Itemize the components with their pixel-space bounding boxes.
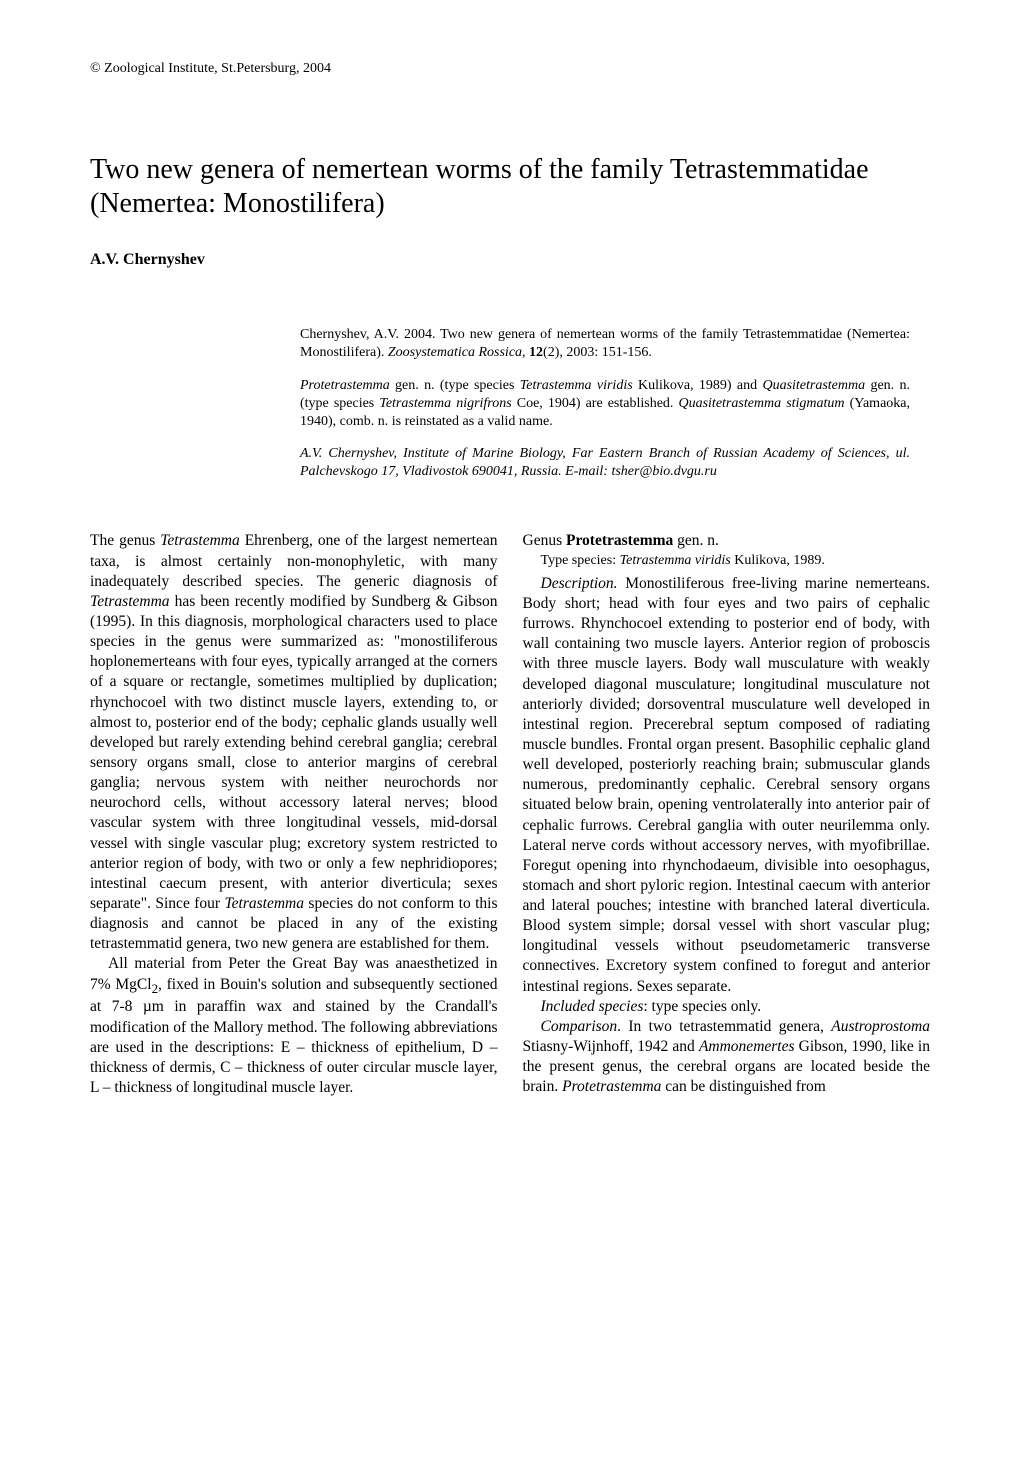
two-column-body: The genus Tetrastemma Ehrenberg, one of …	[90, 531, 930, 1098]
included-species-paragraph: Included species: type species only.	[523, 997, 931, 1017]
description-text: Monostiliferous free-living marine nemer…	[523, 575, 931, 995]
type-species-line: Type species: Tetrastemma viridis Kuliko…	[523, 552, 931, 570]
intro-paragraph-1: The genus Tetrastemma Ehrenberg, one of …	[90, 531, 498, 954]
type-prefix: Type species:	[541, 553, 620, 568]
genus-heading: Genus Protetrastemma gen. n.	[523, 531, 931, 551]
body-text: . In two tetrastemmatid genera,	[617, 1018, 831, 1035]
abstract-text: Coe, 1904) are established.	[512, 396, 679, 411]
citation-volume: 12	[529, 345, 543, 360]
citation-journal: Zoosystematica Rossica	[388, 345, 522, 360]
body-text: can be distinguished from	[661, 1078, 825, 1095]
included-text: : type species only.	[643, 998, 761, 1015]
genus-quasitetrastemma: Quasitetrastemma	[762, 378, 865, 393]
left-column: The genus Tetrastemma Ehrenberg, one of …	[90, 531, 498, 1098]
author-affiliation: A.V. Chernyshev, Institute of Marine Bio…	[300, 445, 910, 481]
abstract-text: Kulikova, 1989) and	[633, 378, 763, 393]
comparison-paragraph: Comparison. In two tetrastemmatid genera…	[523, 1017, 931, 1098]
genus-tetrastemma: Tetrastemma	[160, 532, 240, 549]
right-column: Genus Protetrastemma gen. n. Type specie…	[523, 531, 931, 1098]
article-title: Two new genera of nemertean worms of the…	[90, 153, 930, 220]
genus-tetrastemma: Tetrastemma	[90, 593, 170, 610]
abstract-text: gen. n. (type species	[390, 378, 520, 393]
description-label: Description.	[541, 575, 618, 592]
description-paragraph: Description. Monostiliferous free-living…	[523, 574, 931, 997]
heading-genus-word: Genus	[523, 532, 566, 549]
body-text: Stiasny-Wijnhoff, 1942 and	[523, 1038, 699, 1055]
species-t-nigrifrons: Tetrastemma nigrifrons	[379, 396, 511, 411]
abstract-block: Chernyshev, A.V. 2004. Two new genera of…	[300, 326, 910, 481]
genus-tetrastemma: Tetrastemma	[224, 895, 304, 912]
genus-protetrastemma: Protetrastemma	[300, 378, 390, 393]
heading-suffix: gen. n.	[673, 532, 719, 549]
type-species-name: Tetrastemma viridis	[620, 553, 731, 568]
author-name: A.V. Chernyshev	[90, 250, 930, 271]
abstract-new-genera: Protetrastemma gen. n. (type species Tet…	[300, 377, 910, 432]
type-suffix: Kulikova, 1989.	[731, 553, 825, 568]
species-t-viridis: Tetrastemma viridis	[520, 378, 633, 393]
genus-austroprostoma: Austroprostoma	[831, 1018, 930, 1035]
heading-genus-name: Protetrastemma	[566, 532, 673, 549]
included-label: Included species	[541, 998, 644, 1015]
comparison-label: Comparison	[541, 1018, 618, 1035]
citation-paragraph: Chernyshev, A.V. 2004. Two new genera of…	[300, 326, 910, 362]
genus-protetrastemma: Protetrastemma	[562, 1078, 661, 1095]
citation-rest: (2), 2003: 151-156.	[543, 345, 652, 360]
intro-paragraph-2: All material from Peter the Great Bay wa…	[90, 954, 498, 1098]
body-text: has been recently modified by Sundberg &…	[90, 593, 498, 912]
copyright-line: © Zoological Institute, St.Petersburg, 2…	[90, 60, 930, 78]
species-q-stigmatum: Quasitetrastemma stigmatum	[678, 396, 844, 411]
body-text: The genus	[90, 532, 160, 549]
genus-ammonemertes: Ammonemertes	[699, 1038, 795, 1055]
citation-suffix: ,	[522, 345, 529, 360]
